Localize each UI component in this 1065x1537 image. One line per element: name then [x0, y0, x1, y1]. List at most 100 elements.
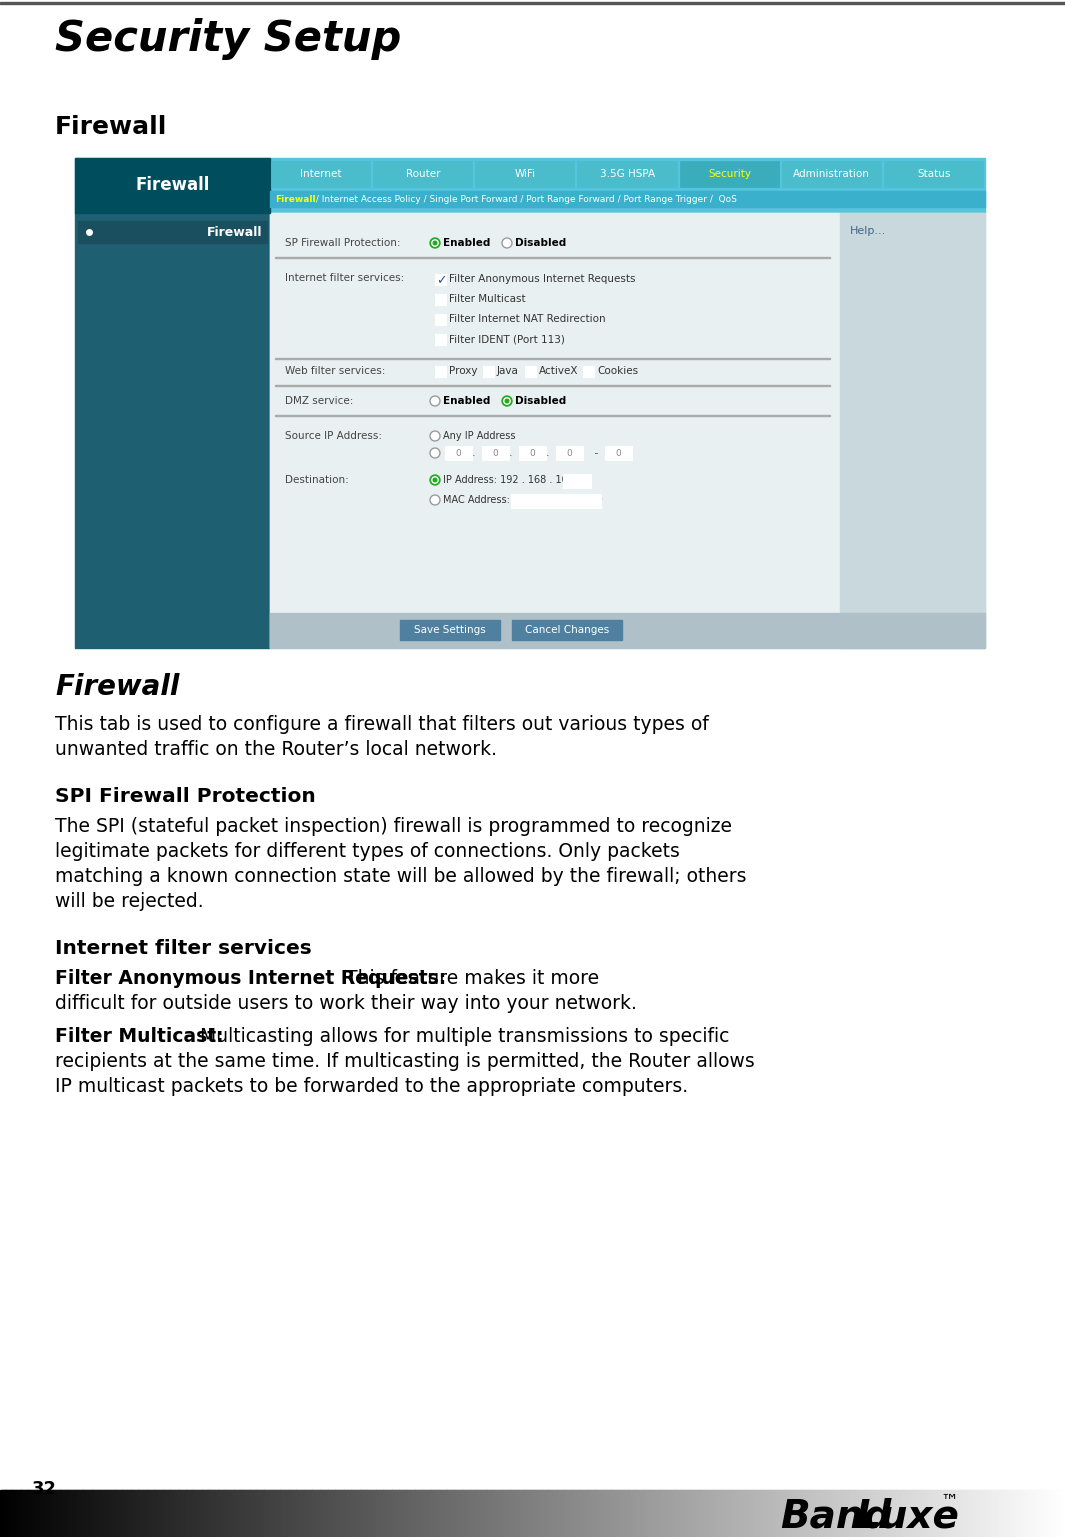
- Bar: [742, 1489, 744, 1537]
- Bar: [988, 1489, 992, 1537]
- Bar: [204, 1489, 207, 1537]
- Text: Enabled: Enabled: [443, 238, 490, 247]
- Bar: [176, 1489, 179, 1537]
- Bar: [669, 1489, 672, 1537]
- Bar: [849, 1489, 851, 1537]
- Bar: [806, 1489, 808, 1537]
- Bar: [668, 1489, 670, 1537]
- Bar: [120, 1489, 124, 1537]
- Bar: [144, 1489, 147, 1537]
- Bar: [32, 1489, 35, 1537]
- Bar: [250, 1489, 253, 1537]
- Bar: [924, 1489, 928, 1537]
- Bar: [596, 1489, 600, 1537]
- Bar: [588, 1489, 590, 1537]
- Bar: [316, 1489, 318, 1537]
- Text: MAC Address: 00:00:00:00:00:00: MAC Address: 00:00:00:00:00:00: [443, 495, 603, 506]
- Bar: [646, 1489, 649, 1537]
- Bar: [285, 1489, 289, 1537]
- Bar: [658, 1489, 661, 1537]
- Text: .: .: [546, 447, 550, 458]
- Bar: [793, 1489, 797, 1537]
- Bar: [55, 1489, 58, 1537]
- Text: 3.5G HSPA: 3.5G HSPA: [600, 169, 655, 178]
- Bar: [700, 1489, 702, 1537]
- Bar: [419, 1489, 422, 1537]
- Bar: [746, 1489, 749, 1537]
- Bar: [1015, 1489, 1018, 1537]
- Text: Band: Band: [780, 1497, 891, 1535]
- Bar: [845, 1489, 848, 1537]
- Bar: [471, 1489, 473, 1537]
- Bar: [738, 1489, 741, 1537]
- Bar: [264, 1489, 267, 1537]
- Bar: [775, 1489, 779, 1537]
- Bar: [272, 1489, 275, 1537]
- Text: This feature makes it more: This feature makes it more: [340, 968, 600, 988]
- Bar: [1006, 1489, 1010, 1537]
- Bar: [402, 1489, 404, 1537]
- Bar: [463, 1489, 466, 1537]
- Bar: [376, 1489, 379, 1537]
- Bar: [304, 1489, 307, 1537]
- Text: Filter Anonymous Internet Requests:: Filter Anonymous Internet Requests:: [55, 968, 446, 988]
- Bar: [51, 1489, 54, 1537]
- Bar: [456, 1489, 459, 1537]
- Bar: [426, 1489, 429, 1537]
- Text: matching a known connection state will be allowed by the firewall; others: matching a known connection state will b…: [55, 867, 747, 885]
- Text: 32: 32: [32, 1480, 58, 1499]
- Bar: [338, 1489, 340, 1537]
- Bar: [394, 1489, 397, 1537]
- Bar: [53, 1489, 56, 1537]
- Bar: [210, 1489, 212, 1537]
- Circle shape: [502, 397, 512, 406]
- Text: difficult for outside users to work their way into your network.: difficult for outside users to work thei…: [55, 994, 637, 1013]
- Bar: [312, 1489, 315, 1537]
- Bar: [37, 1489, 40, 1537]
- Bar: [538, 1489, 541, 1537]
- Bar: [568, 1489, 571, 1537]
- Bar: [400, 619, 499, 639]
- Bar: [271, 613, 985, 649]
- Bar: [234, 1489, 237, 1537]
- Bar: [829, 1489, 832, 1537]
- Bar: [517, 1489, 520, 1537]
- Text: .: .: [472, 447, 476, 458]
- Text: will be rejected.: will be rejected.: [55, 891, 203, 911]
- Bar: [435, 334, 446, 344]
- Bar: [78, 221, 267, 243]
- Bar: [435, 366, 446, 377]
- Bar: [23, 1489, 26, 1537]
- Bar: [751, 1489, 754, 1537]
- Bar: [375, 1489, 377, 1537]
- Bar: [674, 1489, 677, 1537]
- Bar: [417, 1489, 420, 1537]
- Bar: [1001, 1489, 1004, 1537]
- Bar: [66, 1489, 68, 1537]
- Text: Destination:: Destination:: [285, 475, 348, 486]
- Circle shape: [430, 475, 440, 486]
- Bar: [112, 1489, 115, 1537]
- Text: 0: 0: [529, 449, 535, 458]
- Bar: [876, 1489, 880, 1537]
- Bar: [7, 1489, 10, 1537]
- Bar: [859, 1489, 862, 1537]
- Bar: [971, 1489, 973, 1537]
- Bar: [825, 1489, 829, 1537]
- Bar: [9, 1489, 12, 1537]
- Bar: [344, 1489, 347, 1537]
- Bar: [61, 1489, 63, 1537]
- Bar: [183, 1489, 185, 1537]
- Bar: [708, 1489, 711, 1537]
- Bar: [583, 1489, 585, 1537]
- Bar: [887, 1489, 890, 1537]
- Text: Java: Java: [496, 366, 519, 377]
- Bar: [772, 1489, 775, 1537]
- Bar: [339, 1489, 342, 1537]
- Bar: [415, 1489, 419, 1537]
- Bar: [513, 1489, 515, 1537]
- Bar: [985, 1489, 988, 1537]
- Bar: [861, 1489, 864, 1537]
- Text: Cookies: Cookies: [597, 366, 638, 377]
- Bar: [259, 1489, 262, 1537]
